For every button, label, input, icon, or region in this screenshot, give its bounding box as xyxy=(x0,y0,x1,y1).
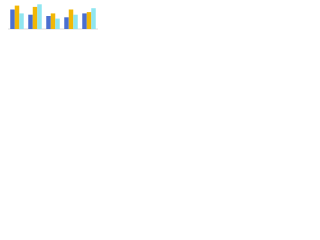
chart xyxy=(0,0,100,37)
bar xyxy=(55,18,60,29)
bar xyxy=(64,17,69,29)
bar xyxy=(14,5,20,29)
bar xyxy=(32,6,38,30)
bar xyxy=(37,4,42,30)
bar xyxy=(19,13,24,29)
bar xyxy=(10,9,15,29)
page: (() => { const data = JSON.parse(documen… xyxy=(0,0,320,37)
bar xyxy=(73,14,78,29)
bar xyxy=(68,9,74,29)
bar xyxy=(46,16,51,29)
bar xyxy=(82,13,87,29)
bar xyxy=(28,14,33,29)
bar xyxy=(91,8,96,29)
bar xyxy=(86,12,92,30)
bar xyxy=(50,13,56,29)
